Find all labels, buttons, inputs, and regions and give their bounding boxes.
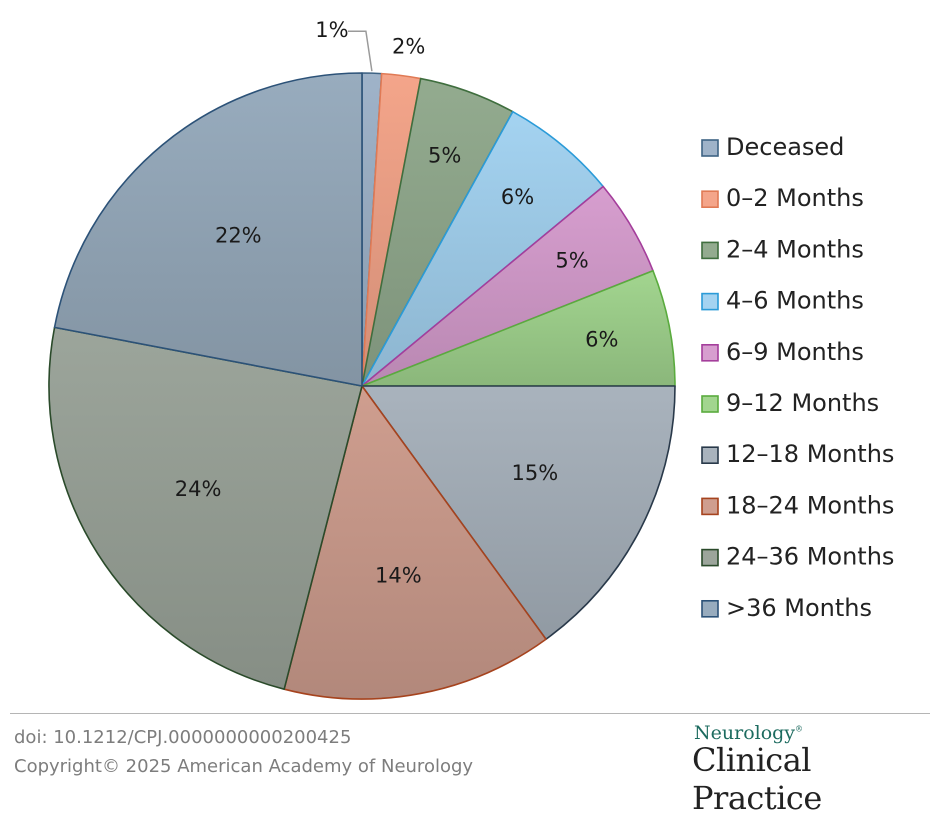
slice-data-label: 5% [555, 249, 588, 273]
journal-logo-neurology: Neurology® [694, 722, 804, 744]
legend-swatch [701, 446, 719, 465]
slice-data-label: 2% [392, 35, 425, 59]
pie-slice [48, 326, 363, 690]
slice-data-label: 5% [428, 143, 461, 167]
legend-label: 9–12 Months [726, 389, 879, 417]
slice-data-label: 14% [375, 564, 422, 588]
slice-data-label: 15% [512, 461, 559, 485]
legend-label: >36 Months [726, 594, 872, 622]
pie-slice [283, 385, 547, 700]
legend-label: 18–24 Months [726, 491, 894, 519]
slice-data-label: 22% [215, 224, 262, 248]
slice-data-label: 24% [175, 477, 222, 501]
legend-swatch [701, 548, 719, 567]
pie-chart: 1% 2% 5% 6% 5% 6% 15% 14% 24% 22% Deceased 0–2 Mon… [48, 18, 894, 700]
pie-slice [53, 72, 363, 387]
slice-data-label: 1% [315, 18, 348, 42]
legend-label: 0–2 Months [726, 184, 864, 212]
legend-label: Deceased [726, 133, 844, 161]
copyright-text: Copyright© 2025 American Academy of Neur… [14, 756, 474, 777]
footer-divider [10, 713, 930, 714]
pie-slice [361, 110, 604, 387]
legend-swatch [701, 343, 719, 362]
legend-swatch [701, 497, 719, 516]
pie-slice [361, 269, 676, 387]
legend-label: 6–9 Months [726, 338, 864, 366]
doi-text: doi: 10.1212/CPJ.0000000000200425 [14, 727, 352, 748]
pie-slice [361, 385, 676, 641]
legend-label: 2–4 Months [726, 235, 864, 263]
legend-label: 24–36 Months [726, 543, 894, 571]
legend-swatch [701, 395, 719, 413]
journal-logo-clinical-practice: Clinical Practice [692, 741, 822, 817]
legend-swatch [701, 139, 719, 157]
legend-swatch [701, 190, 719, 208]
legend-label: 4–6 Months [726, 287, 864, 315]
slice-data-label: 6% [585, 327, 618, 351]
journal-logo-neurology-text: Neurology [694, 722, 796, 744]
legend-swatch [701, 292, 719, 311]
legend-label: 12–18 Months [726, 440, 894, 468]
legend-swatch [701, 599, 719, 618]
slice-data-label: 6% [501, 185, 534, 209]
legend-swatch [701, 241, 719, 260]
leader-line [347, 30, 373, 72]
